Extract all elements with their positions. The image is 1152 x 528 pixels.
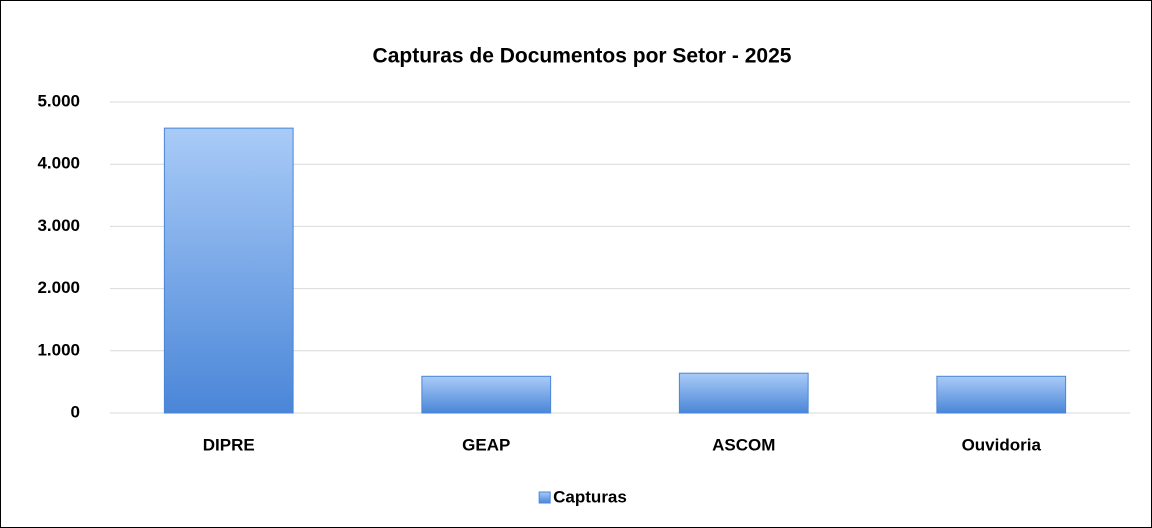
bar: [936, 375, 1067, 414]
bar: [163, 127, 294, 414]
legend-swatch: [538, 491, 551, 504]
y-tick-label: 5.000: [37, 91, 80, 110]
bar: [421, 375, 552, 414]
chart-title: Capturas de Documentos por Setor - 2025: [373, 45, 792, 68]
y-tick-label: 2.000: [37, 278, 80, 297]
x-tick-label: Ouvidoria: [962, 435, 1042, 454]
bar: [678, 372, 809, 414]
x-tick-label: DIPRE: [203, 435, 255, 454]
y-tick-label: 1.000: [37, 340, 80, 359]
y-tick-label: 0: [71, 402, 80, 421]
x-tick-label: ASCOM: [712, 435, 775, 454]
y-tick-label: 3.000: [37, 216, 80, 235]
x-tick-label: GEAP: [462, 435, 510, 454]
legend-label: Capturas: [553, 487, 627, 506]
y-tick-label: 4.000: [37, 154, 80, 173]
